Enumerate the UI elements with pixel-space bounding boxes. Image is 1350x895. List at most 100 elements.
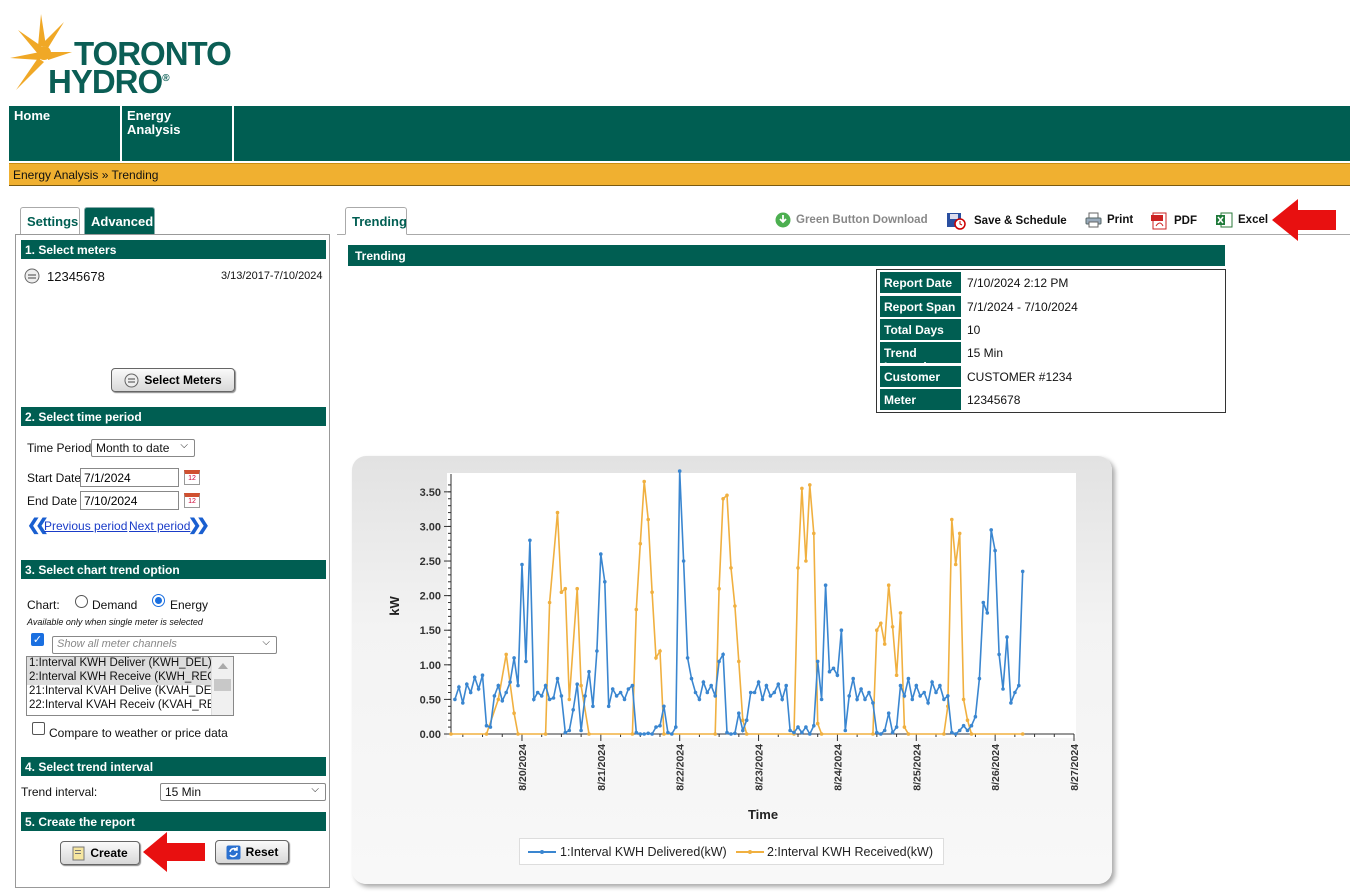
double-chevron-left-icon[interactable]: ❮❮ [27, 517, 49, 534]
chevron-down-icon: ⌵ [262, 637, 270, 648]
info-value: 15 Min [967, 346, 1004, 360]
data-point-series-1 [993, 548, 997, 553]
y-tick-label: 0.00 [420, 729, 441, 741]
tab-advanced[interactable]: Advanced [84, 207, 155, 235]
red-arrow-icon [1272, 199, 1336, 241]
data-point-series-2 [812, 531, 816, 536]
start-date-input[interactable] [80, 468, 179, 487]
pdf-button[interactable]: PDF [1151, 212, 1197, 230]
data-point-series-1 [890, 730, 895, 735]
data-point-series-2 [1020, 732, 1025, 736]
calendar-icon[interactable]: 12 [184, 470, 200, 485]
channel-listbox[interactable]: 1:Interval KWH Deliver (KWH_DEL) 2:Inter… [26, 656, 234, 716]
data-point-series-2 [504, 652, 508, 657]
data-point-series-2 [950, 517, 954, 522]
data-point-series-1 [898, 683, 903, 688]
data-point-series-1 [539, 694, 544, 698]
data-point-series-1 [524, 659, 528, 664]
data-point-series-1 [827, 669, 832, 674]
select-meters-button[interactable]: Select Meters [111, 368, 235, 392]
channel-filter-select[interactable]: Show all meter channels ⌵ [52, 636, 277, 654]
data-point-series-1 [981, 600, 986, 605]
time-period-select[interactable]: Month to date ⌵ [91, 439, 195, 457]
pdf-label: PDF [1174, 215, 1197, 227]
data-point-series-1 [693, 690, 698, 695]
save-schedule-button[interactable]: Save & Schedule [946, 212, 1067, 230]
list-item[interactable]: 21:Interval KVAH Delive (KVAH_DEL [29, 685, 211, 697]
save-schedule-label: Save & Schedule [974, 215, 1067, 227]
data-point-series-1 [886, 711, 891, 715]
tab-settings[interactable]: Settings [20, 207, 80, 235]
tab-trending[interactable]: Trending [345, 207, 407, 235]
info-row: Trend Interval 15 Min [880, 342, 1223, 374]
green-button-download[interactable]: Green Button Download [775, 212, 928, 228]
logo-text-toronto: TORONTO [74, 35, 232, 72]
data-point-series-1 [488, 725, 493, 729]
end-date-input[interactable] [80, 491, 179, 510]
x-tick-label: 8/26/2024 [990, 744, 1002, 791]
data-point-series-1 [914, 683, 919, 688]
report-info-table: Report Date 7/10/2024 2:12 PM Report Spa… [876, 269, 1226, 413]
create-button[interactable]: Create [60, 841, 140, 865]
data-point-series-1 [666, 730, 670, 735]
trend-interval-select[interactable]: 15 Min ⌵ [160, 783, 326, 801]
info-key: Report Date [880, 272, 961, 293]
data-point-series-1 [839, 628, 844, 632]
data-point-series-1 [681, 559, 686, 563]
listbox-scrollbar[interactable] [211, 657, 233, 715]
meter-id[interactable]: 12345678 [47, 269, 105, 284]
data-point-series-2 [516, 732, 520, 736]
data-point-series-2 [902, 725, 907, 729]
list-item[interactable]: 22:Interval KVAH Receiv (KVAH_RE [29, 699, 211, 711]
end-date-label: End Date [27, 494, 78, 508]
info-value: 7/10/2024 2:12 PM [967, 276, 1069, 290]
demand-radio[interactable] [75, 595, 88, 608]
meter-icon [124, 373, 139, 387]
data-point-series-1 [670, 732, 674, 736]
channels-checkbox[interactable]: ✓ [31, 633, 44, 646]
energy-radio[interactable] [152, 594, 165, 607]
scroll-thumb[interactable] [214, 679, 231, 691]
double-chevron-right-icon[interactable]: ❯❯ [188, 517, 210, 534]
data-point-series-1 [808, 732, 812, 736]
data-point-series-1 [461, 701, 465, 705]
scroll-up-icon[interactable] [218, 663, 228, 669]
excel-button[interactable]: Excel [1216, 212, 1268, 228]
meter-icon [24, 268, 40, 284]
legend-label-series-1: 1:Interval KWH Delivered(kW) [560, 845, 727, 859]
reset-button[interactable]: Reset [215, 840, 289, 864]
data-point-series-2 [654, 656, 658, 660]
download-icon [775, 212, 791, 228]
data-point-series-1 [942, 697, 946, 702]
pdf-icon [1151, 212, 1167, 230]
data-point-series-1 [709, 683, 713, 688]
data-point-series-2 [894, 673, 899, 677]
save-schedule-icon [947, 213, 966, 230]
start-date-label: Start Date [27, 471, 82, 485]
toronto-hydro-logo[interactable]: TORONTO HYDRO® [8, 10, 238, 100]
data-point-series-1 [804, 725, 808, 729]
data-point-series-2 [650, 590, 654, 594]
data-point-series-1 [543, 683, 548, 688]
calendar-icon[interactable]: 12 [184, 493, 200, 508]
x-tick-label: 8/23/2024 [754, 744, 766, 791]
select-meters-label: Select Meters [144, 373, 222, 387]
previous-period-link[interactable]: Previous period [44, 519, 128, 533]
nav-home[interactable]: Home [9, 106, 122, 161]
y-tick-label: 2.00 [420, 591, 441, 603]
nav-energy-analysis[interactable]: Energy Analysis [122, 106, 234, 161]
data-point-series-1 [674, 725, 678, 729]
list-item[interactable]: 2:Interval KWH Receive (KWH_REC [27, 671, 211, 685]
data-point-series-1 [595, 649, 599, 653]
compare-checkbox[interactable] [32, 722, 45, 735]
list-item[interactable]: 1:Interval KWH Deliver (KWH_DEL) [27, 657, 211, 671]
data-point-series-1 [961, 723, 966, 728]
channel-filter-placeholder: Show all meter channels [57, 638, 177, 650]
info-value: CUSTOMER #1234 [967, 370, 1073, 384]
data-point-series-1 [851, 676, 855, 681]
info-key: Meter [880, 389, 961, 410]
data-point-series-2 [721, 497, 725, 501]
data-point-series-1 [973, 714, 978, 719]
next-period-link[interactable]: Next period [129, 519, 191, 533]
print-button[interactable]: Print [1085, 212, 1133, 228]
